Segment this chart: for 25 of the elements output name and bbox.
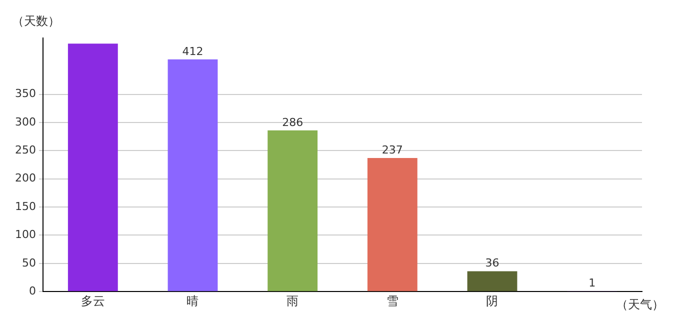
x-tick-label: 阴	[486, 294, 498, 308]
x-tick-label: 雨	[286, 294, 299, 308]
bar	[68, 44, 118, 292]
y-tick-label: 0	[28, 284, 36, 298]
y-tick-label: 150	[14, 200, 36, 213]
y-tick-label: 350	[14, 87, 36, 100]
bar	[168, 59, 218, 292]
x-tick-label: 多云	[80, 294, 105, 308]
x-axis-title: （天气）	[616, 298, 664, 312]
bar	[268, 130, 318, 292]
y-tick-label: 250	[14, 144, 36, 157]
data-label: 286	[282, 116, 304, 129]
y-tick-label: 100	[14, 228, 36, 242]
y-tick-label: 50	[22, 256, 36, 270]
x-tick-label: 雪	[386, 294, 398, 308]
x-tick-label: 晴	[186, 294, 199, 308]
bar	[367, 158, 418, 292]
bar	[467, 271, 518, 292]
data-label: 36	[485, 256, 500, 270]
data-label: 412	[182, 44, 204, 58]
data-label: 1	[588, 276, 596, 290]
y-tick-label: 300	[14, 115, 36, 128]
data-label: 237	[382, 143, 403, 156]
y-axis-title: （天数）	[12, 14, 60, 28]
y-tick-label: 200	[14, 172, 36, 185]
